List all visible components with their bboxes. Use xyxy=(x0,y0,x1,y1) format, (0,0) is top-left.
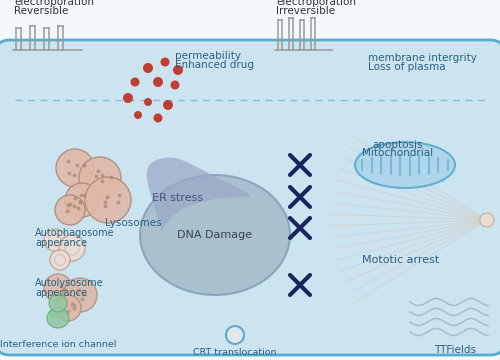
Circle shape xyxy=(65,183,99,217)
Circle shape xyxy=(154,113,162,122)
Text: electroporation: electroporation xyxy=(14,0,94,7)
Text: Reversible: Reversible xyxy=(14,6,68,16)
Circle shape xyxy=(143,63,153,73)
Text: electroporation: electroporation xyxy=(276,0,356,7)
Circle shape xyxy=(134,111,142,119)
Text: permeability: permeability xyxy=(175,51,241,61)
Circle shape xyxy=(63,278,97,312)
Polygon shape xyxy=(50,310,66,318)
Text: apperance: apperance xyxy=(35,238,87,248)
Text: Irreversible: Irreversible xyxy=(276,6,335,16)
Polygon shape xyxy=(147,158,250,231)
Text: CRT translocation: CRT translocation xyxy=(193,348,277,357)
Text: ER stress: ER stress xyxy=(152,193,204,203)
Ellipse shape xyxy=(140,175,290,295)
Circle shape xyxy=(50,250,70,270)
Circle shape xyxy=(144,98,152,106)
Circle shape xyxy=(173,65,183,75)
Text: Interference ion channel: Interference ion channel xyxy=(0,340,116,349)
Text: DNA Damage: DNA Damage xyxy=(178,230,252,240)
Circle shape xyxy=(85,177,131,223)
Circle shape xyxy=(56,149,94,187)
Text: Autophagosome: Autophagosome xyxy=(35,228,114,238)
Text: Mototic arrest: Mototic arrest xyxy=(362,255,440,265)
Circle shape xyxy=(59,235,85,261)
Circle shape xyxy=(79,157,121,199)
Text: TTFields: TTFields xyxy=(434,345,476,355)
Circle shape xyxy=(480,213,494,227)
Text: Mitochondrial: Mitochondrial xyxy=(362,148,434,158)
Circle shape xyxy=(123,93,133,103)
Text: Lysosomes: Lysosomes xyxy=(105,218,162,228)
Circle shape xyxy=(44,274,72,302)
Text: apoptosis: apoptosis xyxy=(373,140,423,150)
Circle shape xyxy=(160,58,170,67)
Circle shape xyxy=(44,229,66,251)
Circle shape xyxy=(55,295,81,321)
Text: apperance: apperance xyxy=(35,288,87,298)
Circle shape xyxy=(130,77,140,86)
Circle shape xyxy=(55,195,85,225)
FancyBboxPatch shape xyxy=(0,40,500,355)
Circle shape xyxy=(153,77,163,87)
Text: membrane intergrity: membrane intergrity xyxy=(368,53,477,63)
Circle shape xyxy=(163,100,173,110)
Polygon shape xyxy=(47,308,69,328)
Circle shape xyxy=(226,326,244,344)
Text: Loss of plasma: Loss of plasma xyxy=(368,62,446,72)
Text: Enhanced drug: Enhanced drug xyxy=(175,60,254,70)
Circle shape xyxy=(170,81,179,90)
Polygon shape xyxy=(49,294,67,312)
Ellipse shape xyxy=(355,142,455,188)
Text: Autolysosome: Autolysosome xyxy=(35,278,103,288)
